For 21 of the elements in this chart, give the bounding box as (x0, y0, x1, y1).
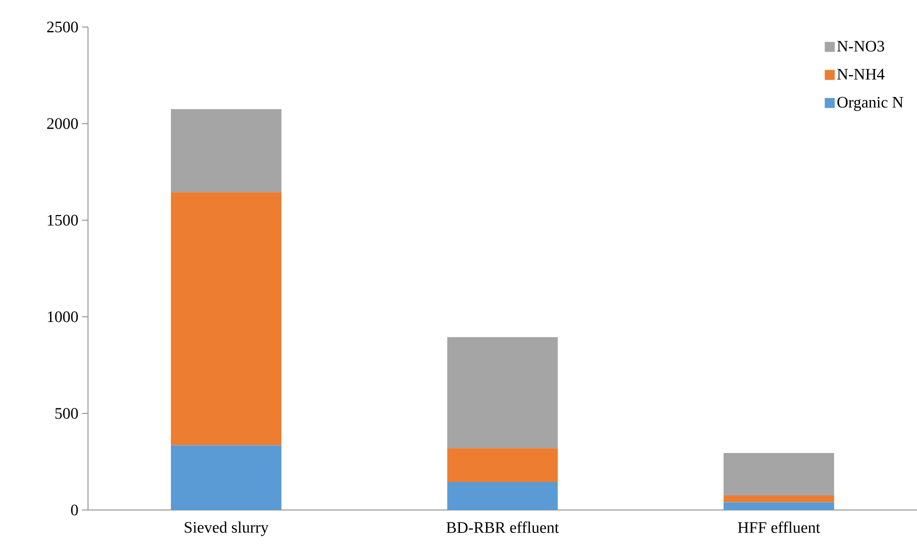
y-tick-label: 2500 (47, 22, 78, 32)
y-tick-label: 1000 (48, 311, 78, 322)
bar (170, 445, 282, 510)
x-tick-label: BD-RBR effluent (446, 522, 559, 533)
bar (170, 109, 282, 192)
y-tick-label: 500 (55, 408, 78, 419)
x-tick-label: HFF effluent (738, 522, 820, 533)
legend-label: N-NH4 (837, 68, 884, 80)
bar (170, 192, 282, 446)
y-tick-label: 1500 (48, 214, 78, 226)
bar (447, 337, 558, 448)
y-tick-label: 0 (71, 504, 78, 516)
bar (447, 482, 558, 510)
legend-label: Organic N (837, 96, 904, 111)
bar (447, 448, 558, 482)
x-tick-label: Sieved slurry (184, 522, 269, 536)
bar (724, 502, 834, 510)
bar (724, 453, 834, 496)
legend-label: N-NO3 (837, 40, 884, 52)
y-tick-label: 2000 (47, 118, 78, 129)
bar (724, 496, 834, 502)
